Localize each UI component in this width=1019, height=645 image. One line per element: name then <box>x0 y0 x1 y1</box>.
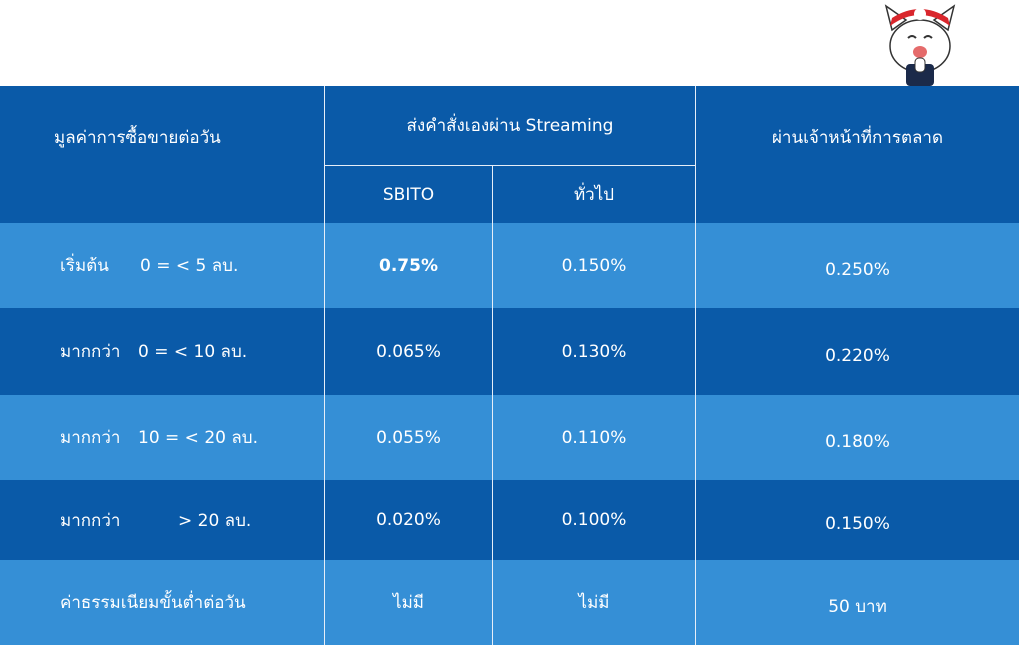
min-fee-agent: 50 บาท <box>696 560 1019 645</box>
divider <box>492 166 493 645</box>
row-label-text: เริ่มต้น <box>60 256 109 276</box>
general-rate: 0.110% <box>493 395 695 480</box>
agent-rate: 0.220% <box>696 308 1019 395</box>
row-label: มากกว่า 10 = < 20 ลบ. <box>0 395 324 480</box>
header-general: ทั่วไป <box>493 166 695 223</box>
general-rate: 0.130% <box>493 308 695 395</box>
row-range: 0 = < 10 ลบ. <box>138 342 248 362</box>
header-sbito: SBITO <box>325 166 492 223</box>
general-rate: 0.150% <box>493 223 695 308</box>
row-label: มากกว่า 0 = < 10 ลบ. <box>0 308 324 395</box>
row-range: 0 = < 5 ลบ. <box>140 256 239 276</box>
commission-table: มูลค่าการซื้อขายต่อวัน ส่งคำสั่งเองผ่าน … <box>0 86 1019 645</box>
sbito-rate: 0.75% <box>325 223 492 308</box>
row-range: 10 = < 20 ลบ. <box>138 428 258 448</box>
agent-rate: 0.180% <box>696 395 1019 480</box>
row-label-text: มากกว่า <box>60 510 121 531</box>
min-fee-label: ค่าธรรมเนียมขั้นต่ำต่อวัน <box>0 560 324 645</box>
sbito-rate: 0.020% <box>325 480 492 560</box>
min-fee-general: ไม่มี <box>493 560 695 645</box>
row-label-text: มากกว่า <box>60 428 121 448</box>
agent-rate: 0.250% <box>696 223 1019 308</box>
row-label: มากกว่า > 20 ลบ. <box>0 480 324 560</box>
header-agent: ผ่านเจ้าหน้าที่การตลาด <box>696 86 1019 223</box>
general-rate: 0.100% <box>493 480 695 560</box>
header-trade-value: มูลค่าการซื้อขายต่อวัน <box>0 86 324 223</box>
divider <box>324 86 325 645</box>
sbito-rate: 0.065% <box>325 308 492 395</box>
row-label: เริ่มต้น 0 = < 5 ลบ. <box>0 223 324 308</box>
divider <box>325 165 695 166</box>
agent-rate: 0.150% <box>696 480 1019 560</box>
min-fee-sbito: ไม่มี <box>325 560 492 645</box>
header-streaming: ส่งคำสั่งเองผ่าน Streaming <box>325 86 695 165</box>
cat-mascot-icon <box>884 4 956 86</box>
row-range: > 20 ลบ. <box>178 510 252 531</box>
divider <box>695 86 696 645</box>
sbito-rate: 0.055% <box>325 395 492 480</box>
row-label-text: มากกว่า <box>60 342 121 362</box>
